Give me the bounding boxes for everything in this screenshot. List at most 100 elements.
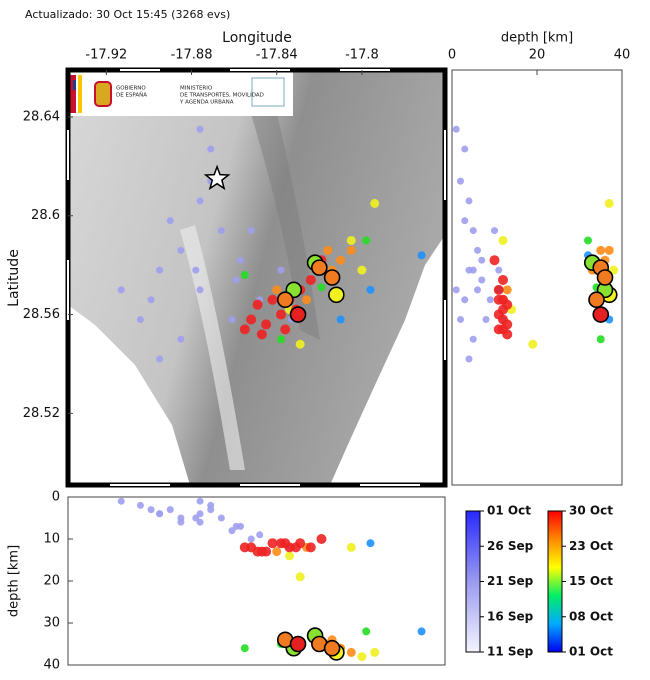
colorbar-label: 30 Oct (569, 504, 613, 518)
event (156, 510, 164, 518)
event (228, 315, 236, 323)
event (596, 269, 614, 286)
event (232, 276, 240, 284)
logo-line: Y AGENDA URBANA (179, 100, 234, 106)
y-tick-label: 28.56 (23, 307, 60, 322)
event (604, 198, 614, 208)
event (295, 339, 305, 349)
event (478, 276, 486, 284)
x-tick-label: -17.88 (171, 48, 213, 63)
event (596, 245, 606, 255)
event (239, 542, 250, 553)
update-label: Actualizado: 30 Oct 15:45 (3268 evs) (25, 8, 230, 21)
colorbar-label: 01 Oct (487, 504, 531, 518)
colorbar-label: 15 Oct (569, 574, 613, 588)
event (457, 177, 464, 185)
logo-line: MINISTERIO (180, 86, 213, 92)
y-tick-label: 40 (43, 658, 60, 673)
event (276, 291, 294, 309)
event (196, 510, 204, 518)
event (469, 266, 477, 274)
event (256, 329, 267, 340)
event (417, 627, 426, 636)
y-tick-label: 30 (43, 616, 60, 631)
event (528, 339, 538, 349)
event (502, 285, 512, 295)
event (192, 514, 200, 522)
event (469, 335, 477, 343)
event (302, 295, 312, 305)
colorbar-label: 16 Sep (487, 609, 534, 623)
event (469, 227, 477, 235)
event (196, 286, 204, 294)
event (232, 522, 240, 530)
event (252, 299, 263, 310)
y-tick-label: 28.52 (23, 406, 60, 421)
logo-line: GOBIERNO (116, 86, 146, 92)
event (323, 269, 341, 286)
event (498, 274, 508, 285)
event (489, 255, 500, 266)
event (156, 266, 164, 274)
event (461, 217, 469, 225)
event (166, 506, 174, 514)
x-tick-label: 40 (614, 48, 631, 63)
event (316, 534, 327, 544)
event (280, 538, 291, 549)
event (336, 315, 345, 324)
event (207, 145, 215, 153)
event (498, 235, 508, 245)
y-axis-title: Latitude (6, 249, 22, 307)
event (474, 286, 481, 294)
event (177, 335, 185, 343)
event (196, 497, 204, 505)
scatter-layer (117, 497, 426, 662)
event (357, 652, 367, 662)
event (289, 306, 307, 323)
event (261, 319, 272, 330)
event (495, 266, 503, 274)
event (136, 315, 144, 323)
event (267, 294, 278, 305)
event (295, 572, 305, 582)
y-tick-label: 10 (43, 532, 60, 547)
x-tick-label: 0 (448, 48, 456, 63)
event (417, 251, 426, 260)
event (370, 647, 380, 657)
event (285, 551, 295, 561)
event (275, 309, 286, 320)
y-tick-label: 20 (43, 574, 60, 589)
event (366, 539, 375, 548)
x-tick-label: -17.84 (256, 48, 298, 63)
event (491, 227, 498, 235)
event (276, 335, 285, 344)
event (346, 647, 356, 657)
event (493, 284, 504, 295)
logo-line: DE TRANSPORTES, MOVILIDAD (180, 93, 264, 99)
event (117, 497, 125, 505)
event (588, 291, 605, 309)
event (237, 256, 245, 264)
event (240, 644, 249, 653)
event (604, 245, 614, 255)
star-marker (203, 164, 231, 191)
event (362, 627, 371, 636)
event (256, 531, 264, 539)
event (592, 306, 610, 323)
event (465, 355, 473, 363)
event (272, 285, 282, 295)
event (498, 294, 508, 305)
event (474, 246, 481, 254)
event (357, 265, 367, 275)
map-frame-ticks (67, 69, 446, 486)
event (272, 547, 282, 557)
event (305, 274, 316, 285)
event (457, 315, 464, 323)
y-tick-label: 28.6 (31, 208, 60, 223)
event (147, 506, 155, 514)
x-tick-label: -17.8 (345, 48, 379, 63)
event (311, 259, 328, 276)
depth-lat-panel (451, 69, 623, 486)
event (461, 296, 469, 304)
event (289, 635, 307, 653)
